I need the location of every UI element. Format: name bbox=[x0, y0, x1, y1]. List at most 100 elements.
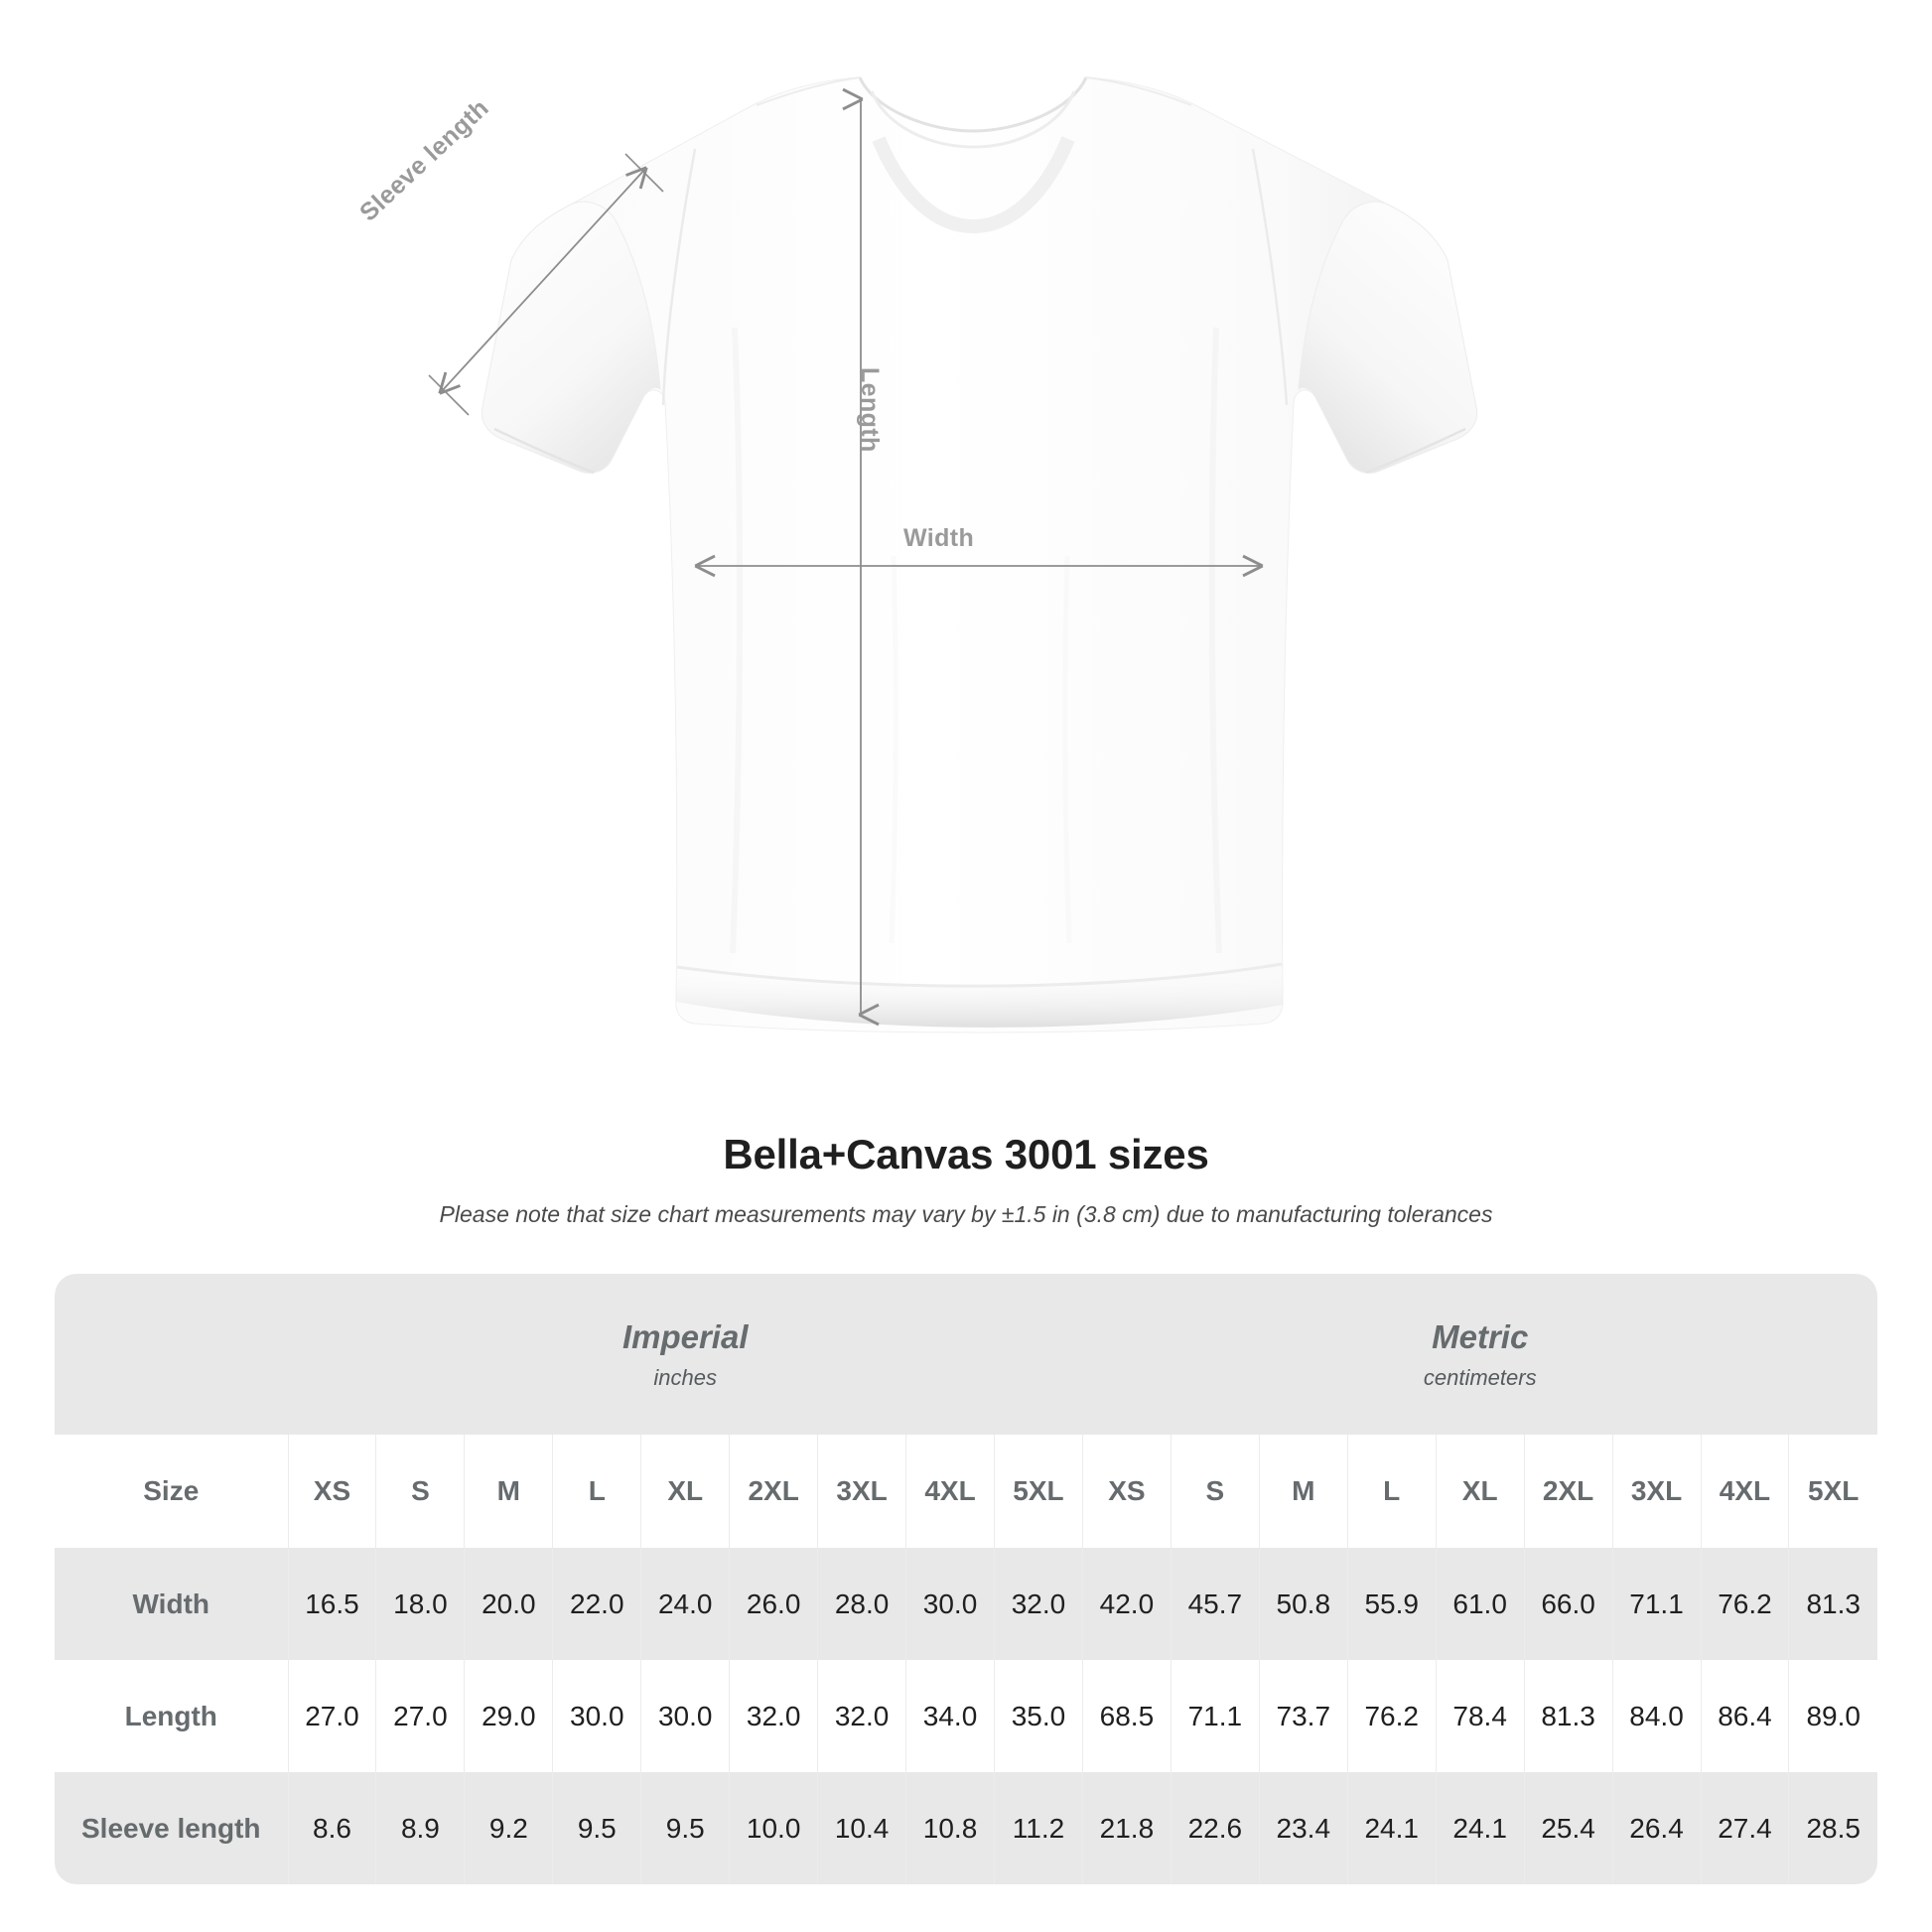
tolerance-note: Please note that size chart measurements… bbox=[439, 1201, 1493, 1228]
unit-header-row: Imperial inches Metric centimeters bbox=[55, 1274, 1877, 1435]
measurement-cell: 76.2 bbox=[1346, 1660, 1437, 1772]
size-column-header: XL bbox=[1435, 1435, 1525, 1548]
size-column-header: 5XL bbox=[1788, 1435, 1877, 1548]
measurement-cell: 28.0 bbox=[817, 1548, 906, 1660]
size-column-header: 3XL bbox=[817, 1435, 906, 1548]
measurement-cell: 21.8 bbox=[1081, 1772, 1172, 1884]
measurement-cell: 32.0 bbox=[729, 1660, 818, 1772]
measurement-cell: 32.0 bbox=[994, 1548, 1083, 1660]
measurement-cell: 71.1 bbox=[1611, 1548, 1701, 1660]
measurement-cell: 9.5 bbox=[552, 1772, 641, 1884]
size-column-header: S bbox=[375, 1435, 465, 1548]
size-column-header: M bbox=[464, 1435, 553, 1548]
measurement-cell: 35.0 bbox=[994, 1660, 1083, 1772]
unit-group-imperial: Imperial inches bbox=[288, 1274, 1083, 1435]
length-label: Length bbox=[856, 367, 884, 453]
measurement-cell: 27.0 bbox=[375, 1660, 465, 1772]
size-chart-table-wrapper: Imperial inches Metric centimeters Size XS S M L… bbox=[55, 1274, 1877, 1884]
tshirt-diagram-svg bbox=[428, 76, 1478, 1034]
size-column-header: L bbox=[552, 1435, 641, 1548]
measurement-cell: 10.8 bbox=[905, 1772, 995, 1884]
measurement-cell: 20.0 bbox=[464, 1548, 553, 1660]
unit-group-name: Imperial bbox=[621, 1317, 749, 1355]
size-column-header: L bbox=[1346, 1435, 1437, 1548]
size-column-header: 2XL bbox=[1523, 1435, 1613, 1548]
unit-group-name: Metric bbox=[1432, 1317, 1529, 1355]
measurement-cell: 8.9 bbox=[375, 1772, 465, 1884]
size-column-header: 2XL bbox=[729, 1435, 818, 1548]
measurement-cell: 78.4 bbox=[1435, 1660, 1525, 1772]
measurement-cell: 42.0 bbox=[1081, 1548, 1172, 1660]
size-column-header: M bbox=[1258, 1435, 1348, 1548]
measurement-cell: 45.7 bbox=[1170, 1548, 1260, 1660]
tshirt-collar bbox=[858, 76, 1088, 234]
measurement-cell: 28.5 bbox=[1788, 1772, 1877, 1884]
tshirt-right-sleeve bbox=[1298, 201, 1478, 475]
measurement-cell: 18.0 bbox=[375, 1548, 465, 1660]
measurement-cell: 66.0 bbox=[1523, 1548, 1613, 1660]
measurement-cell: 29.0 bbox=[464, 1660, 553, 1772]
measurement-cell: 68.5 bbox=[1081, 1660, 1172, 1772]
measurement-cell: 27.0 bbox=[287, 1660, 376, 1772]
measurement-cell: 22.6 bbox=[1170, 1772, 1260, 1884]
size-column-header: 4XL bbox=[1700, 1435, 1789, 1548]
measurement-cell: 16.5 bbox=[287, 1548, 376, 1660]
measurement-cell: 76.2 bbox=[1700, 1548, 1789, 1660]
size-column-header: 5XL bbox=[994, 1435, 1083, 1548]
measurement-cell: 10.4 bbox=[817, 1772, 906, 1884]
measurement-cell: 50.8 bbox=[1258, 1548, 1348, 1660]
measurement-cell: 32.0 bbox=[817, 1660, 906, 1772]
tshirt-hem bbox=[676, 962, 1283, 1028]
measurement-cell: 30.0 bbox=[640, 1660, 730, 1772]
measurement-cell: 26.0 bbox=[729, 1548, 818, 1660]
measurement-cell: 81.3 bbox=[1523, 1660, 1613, 1772]
measurement-cell: 23.4 bbox=[1258, 1772, 1348, 1884]
measurement-cell: 8.6 bbox=[287, 1772, 376, 1884]
measurement-row-label: Length bbox=[55, 1660, 288, 1772]
size-column-header: XL bbox=[640, 1435, 730, 1548]
tshirt-illustration: Sleeve length Length Width bbox=[354, 76, 1478, 1034]
page-title: Bella+Canvas 3001 sizes bbox=[723, 1131, 1209, 1177]
measurement-cell: 25.4 bbox=[1523, 1772, 1613, 1884]
size-column-header: S bbox=[1170, 1435, 1260, 1548]
measurement-cell: 81.3 bbox=[1788, 1548, 1877, 1660]
table-row: Width 16.5 18.0 20.0 22.0 24.0 26.0 28.0 30.0 32.… bbox=[55, 1548, 1877, 1660]
size-column-header: XS bbox=[287, 1435, 376, 1548]
size-column-header: XS bbox=[1081, 1435, 1172, 1548]
measurement-cell: 89.0 bbox=[1788, 1660, 1877, 1772]
size-header-label: Size bbox=[55, 1435, 288, 1548]
measurement-cell: 30.0 bbox=[552, 1660, 641, 1772]
measurement-cell: 11.2 bbox=[994, 1772, 1083, 1884]
measurement-cell: 84.0 bbox=[1611, 1660, 1701, 1772]
measurement-row-label: Sleeve length bbox=[55, 1772, 288, 1884]
measurement-cell: 24.0 bbox=[640, 1548, 730, 1660]
table-row: Sleeve length 8.6 8.9 9.2 9.5 9.5 10.0 10.4 10.8… bbox=[55, 1772, 1877, 1884]
measurement-cell: 22.0 bbox=[552, 1548, 641, 1660]
table-row: Length 27.0 27.0 29.0 30.0 30.0 32.0 32.0 34.0 35… bbox=[55, 1660, 1877, 1772]
tshirt-shoulder-seams bbox=[756, 76, 1192, 106]
size-column-header: 4XL bbox=[905, 1435, 995, 1548]
size-header-row: Size XS S M L XL 2XL 3XL 4XL 5XL XS S M L XL 2XL 3XL 4XL 5… bbox=[55, 1435, 1877, 1548]
unit-group-metric: Metric centimeters bbox=[1082, 1274, 1877, 1435]
unit-row-spacer bbox=[55, 1274, 288, 1435]
measurement-cell: 9.2 bbox=[464, 1772, 553, 1884]
measurement-cell: 24.1 bbox=[1435, 1772, 1525, 1884]
measurement-cell: 71.1 bbox=[1170, 1660, 1260, 1772]
measurement-cell: 24.1 bbox=[1346, 1772, 1437, 1884]
measurement-cell: 61.0 bbox=[1435, 1548, 1525, 1660]
tshirt-fabric-folds bbox=[730, 327, 1222, 954]
caption-block: Bella+Canvas 3001 sizes Please note that… bbox=[0, 1131, 1932, 1229]
measurement-cell: 26.4 bbox=[1611, 1772, 1701, 1884]
measurement-cell: 9.5 bbox=[640, 1772, 730, 1884]
measurement-cell: 10.0 bbox=[729, 1772, 818, 1884]
tshirt-armhole-seams bbox=[661, 148, 1289, 406]
measurement-cell: 30.0 bbox=[905, 1548, 995, 1660]
measurement-cell: 27.4 bbox=[1700, 1772, 1789, 1884]
size-column-header: 3XL bbox=[1611, 1435, 1701, 1548]
measurement-cell: 73.7 bbox=[1258, 1660, 1348, 1772]
measurement-cell: 86.4 bbox=[1700, 1660, 1789, 1772]
unit-group-subtitle: inches bbox=[653, 1365, 718, 1391]
size-chart-table: Imperial inches Metric centimeters Size XS S M L… bbox=[55, 1274, 1877, 1884]
unit-group-subtitle: centimeters bbox=[1423, 1365, 1537, 1391]
width-label: Width bbox=[903, 524, 975, 552]
